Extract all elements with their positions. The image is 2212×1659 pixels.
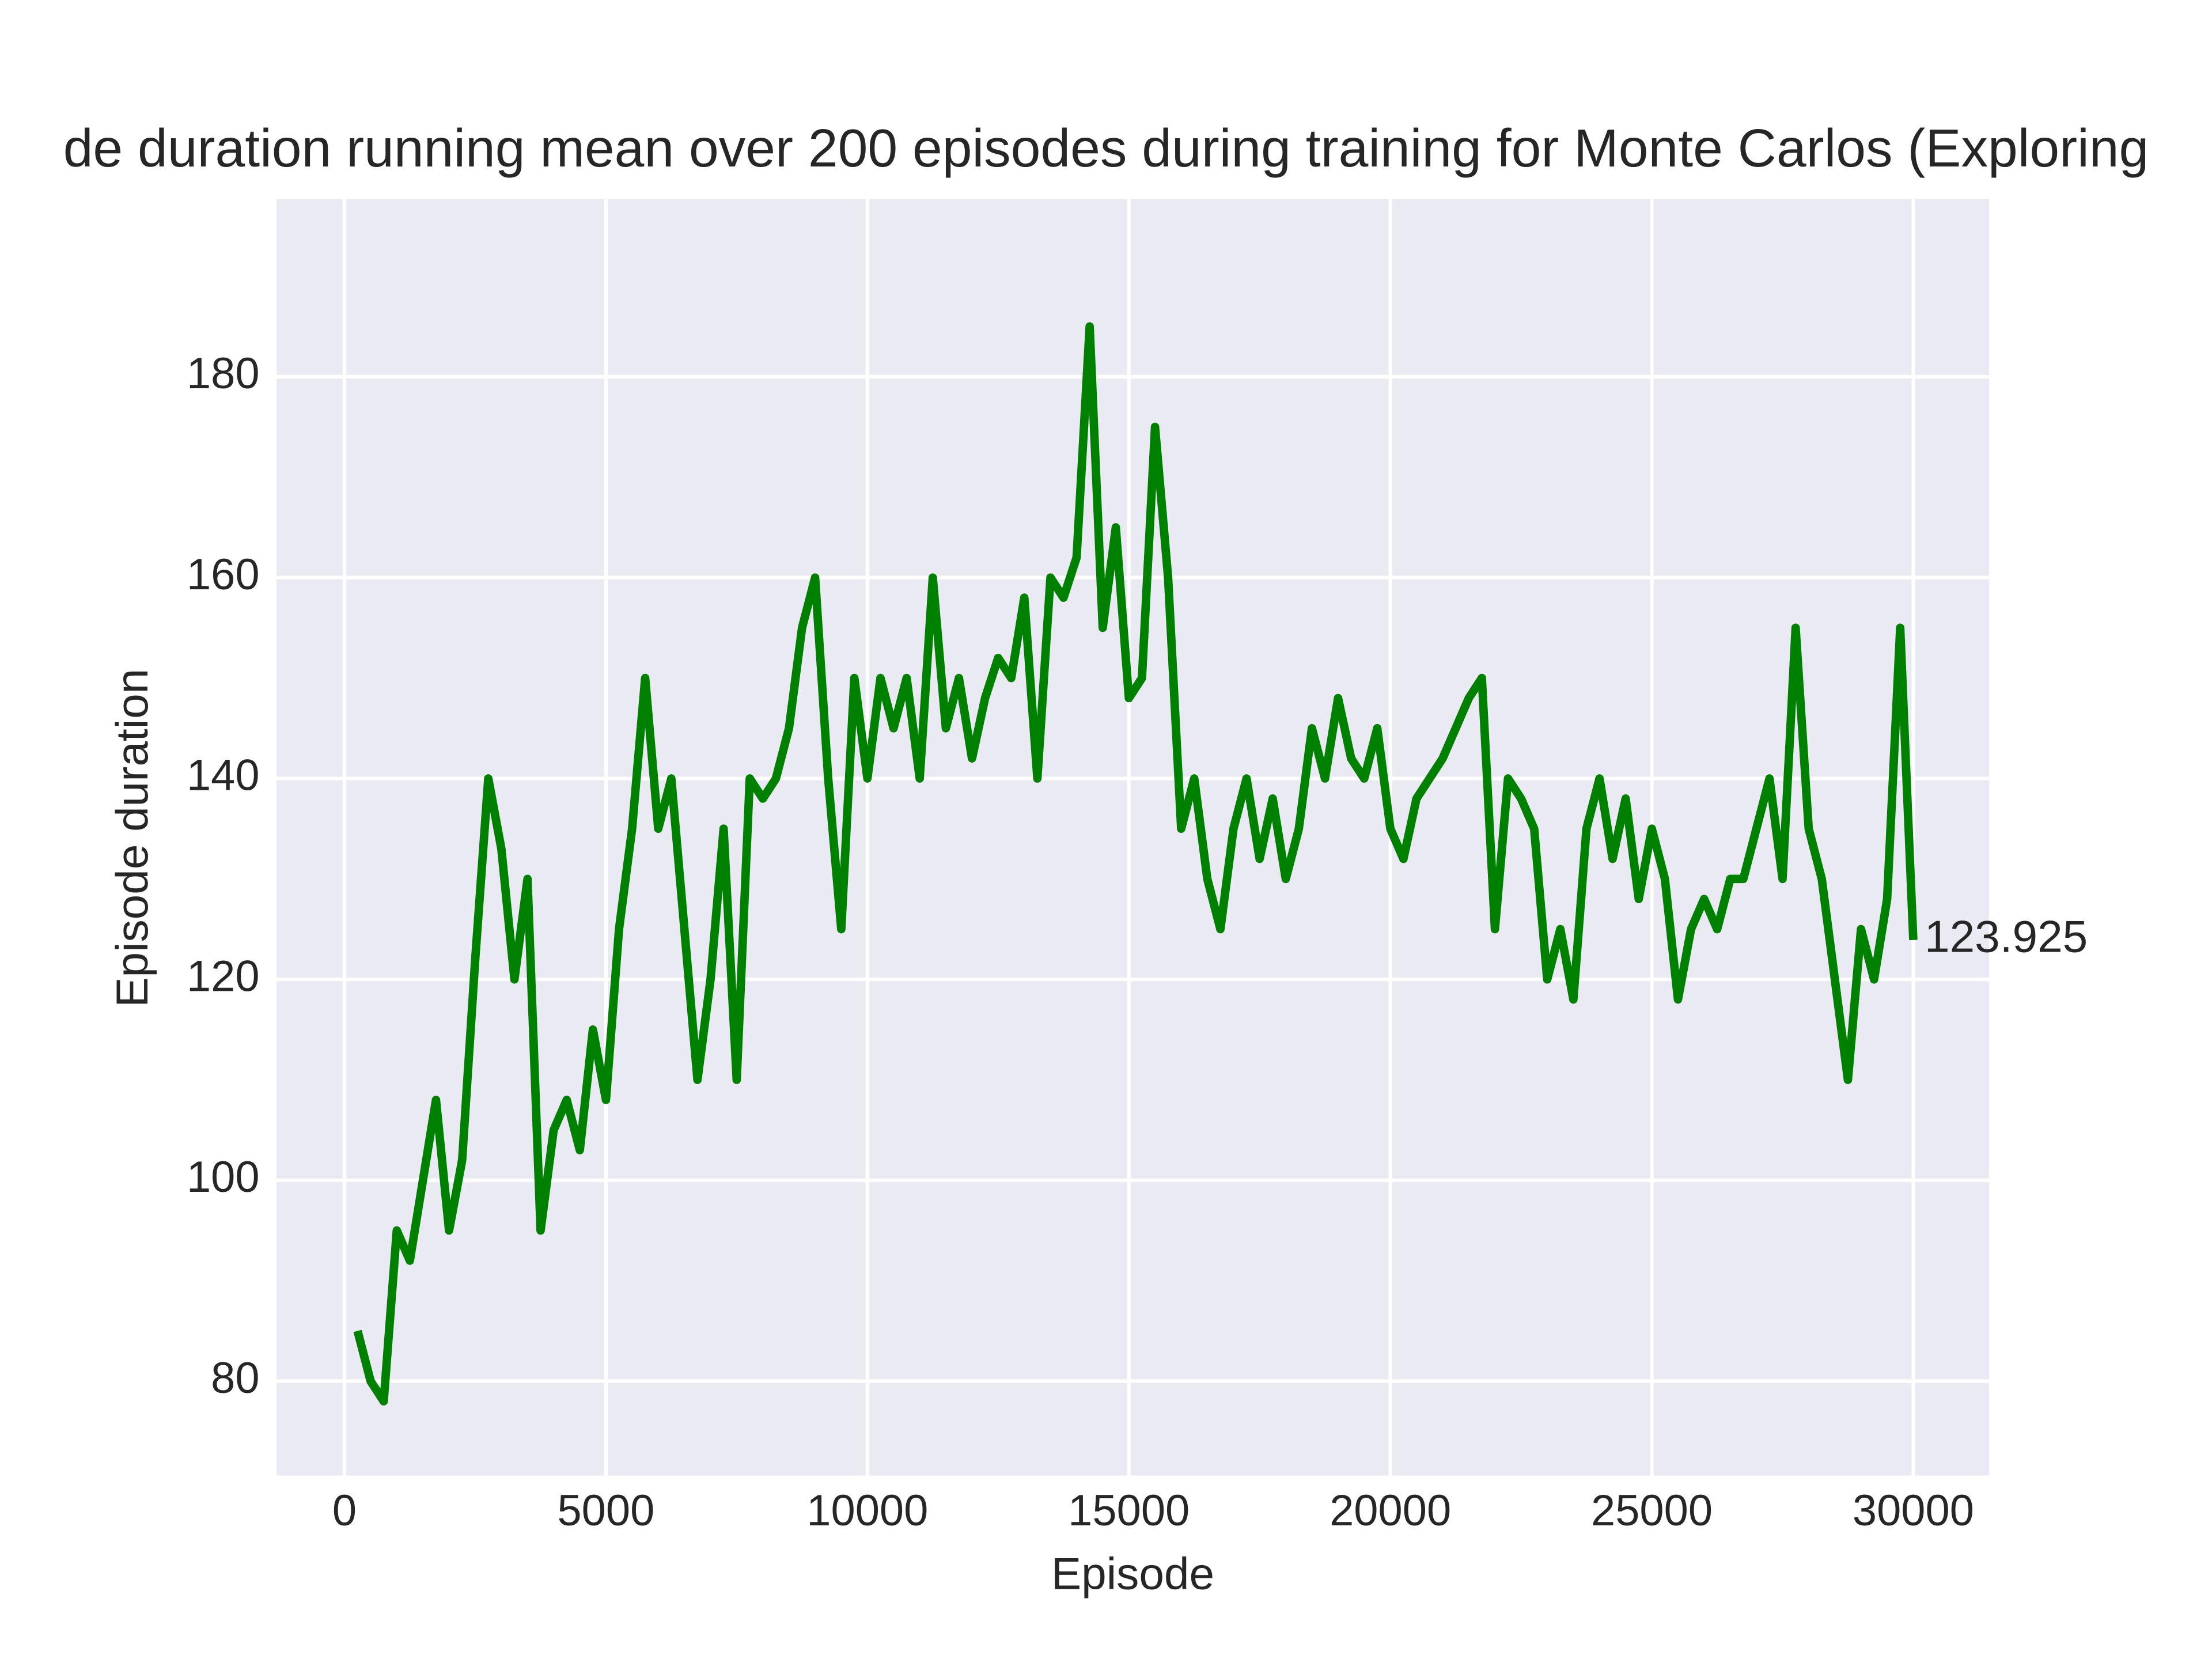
y-tick-label: 100 [187, 1153, 260, 1202]
x-tick-label: 10000 [806, 1486, 928, 1535]
x-tick-label: 30000 [1853, 1486, 1974, 1535]
y-tick-label: 140 [187, 751, 260, 800]
line [353, 322, 1918, 1406]
x-tick-label: 20000 [1330, 1486, 1451, 1535]
y-axis-label: Episode duration [107, 669, 157, 1007]
y-tick-label: 180 [187, 349, 260, 398]
x-tick-label: 15000 [1068, 1486, 1190, 1535]
chart-title: de duration running mean over 200 episod… [63, 118, 2149, 178]
x-tick-label: 0 [332, 1486, 357, 1535]
x-tick-label: 5000 [557, 1486, 654, 1535]
y-tick-label: 120 [187, 952, 260, 1001]
end-value-label: 123.925 [1925, 911, 2088, 961]
x-axis-label: Episode [1051, 1548, 1214, 1599]
plot-area [276, 199, 1990, 1476]
x-tick-label: 25000 [1591, 1486, 1713, 1535]
y-tick-label: 160 [187, 550, 260, 599]
y-tick-label: 80 [211, 1354, 259, 1403]
